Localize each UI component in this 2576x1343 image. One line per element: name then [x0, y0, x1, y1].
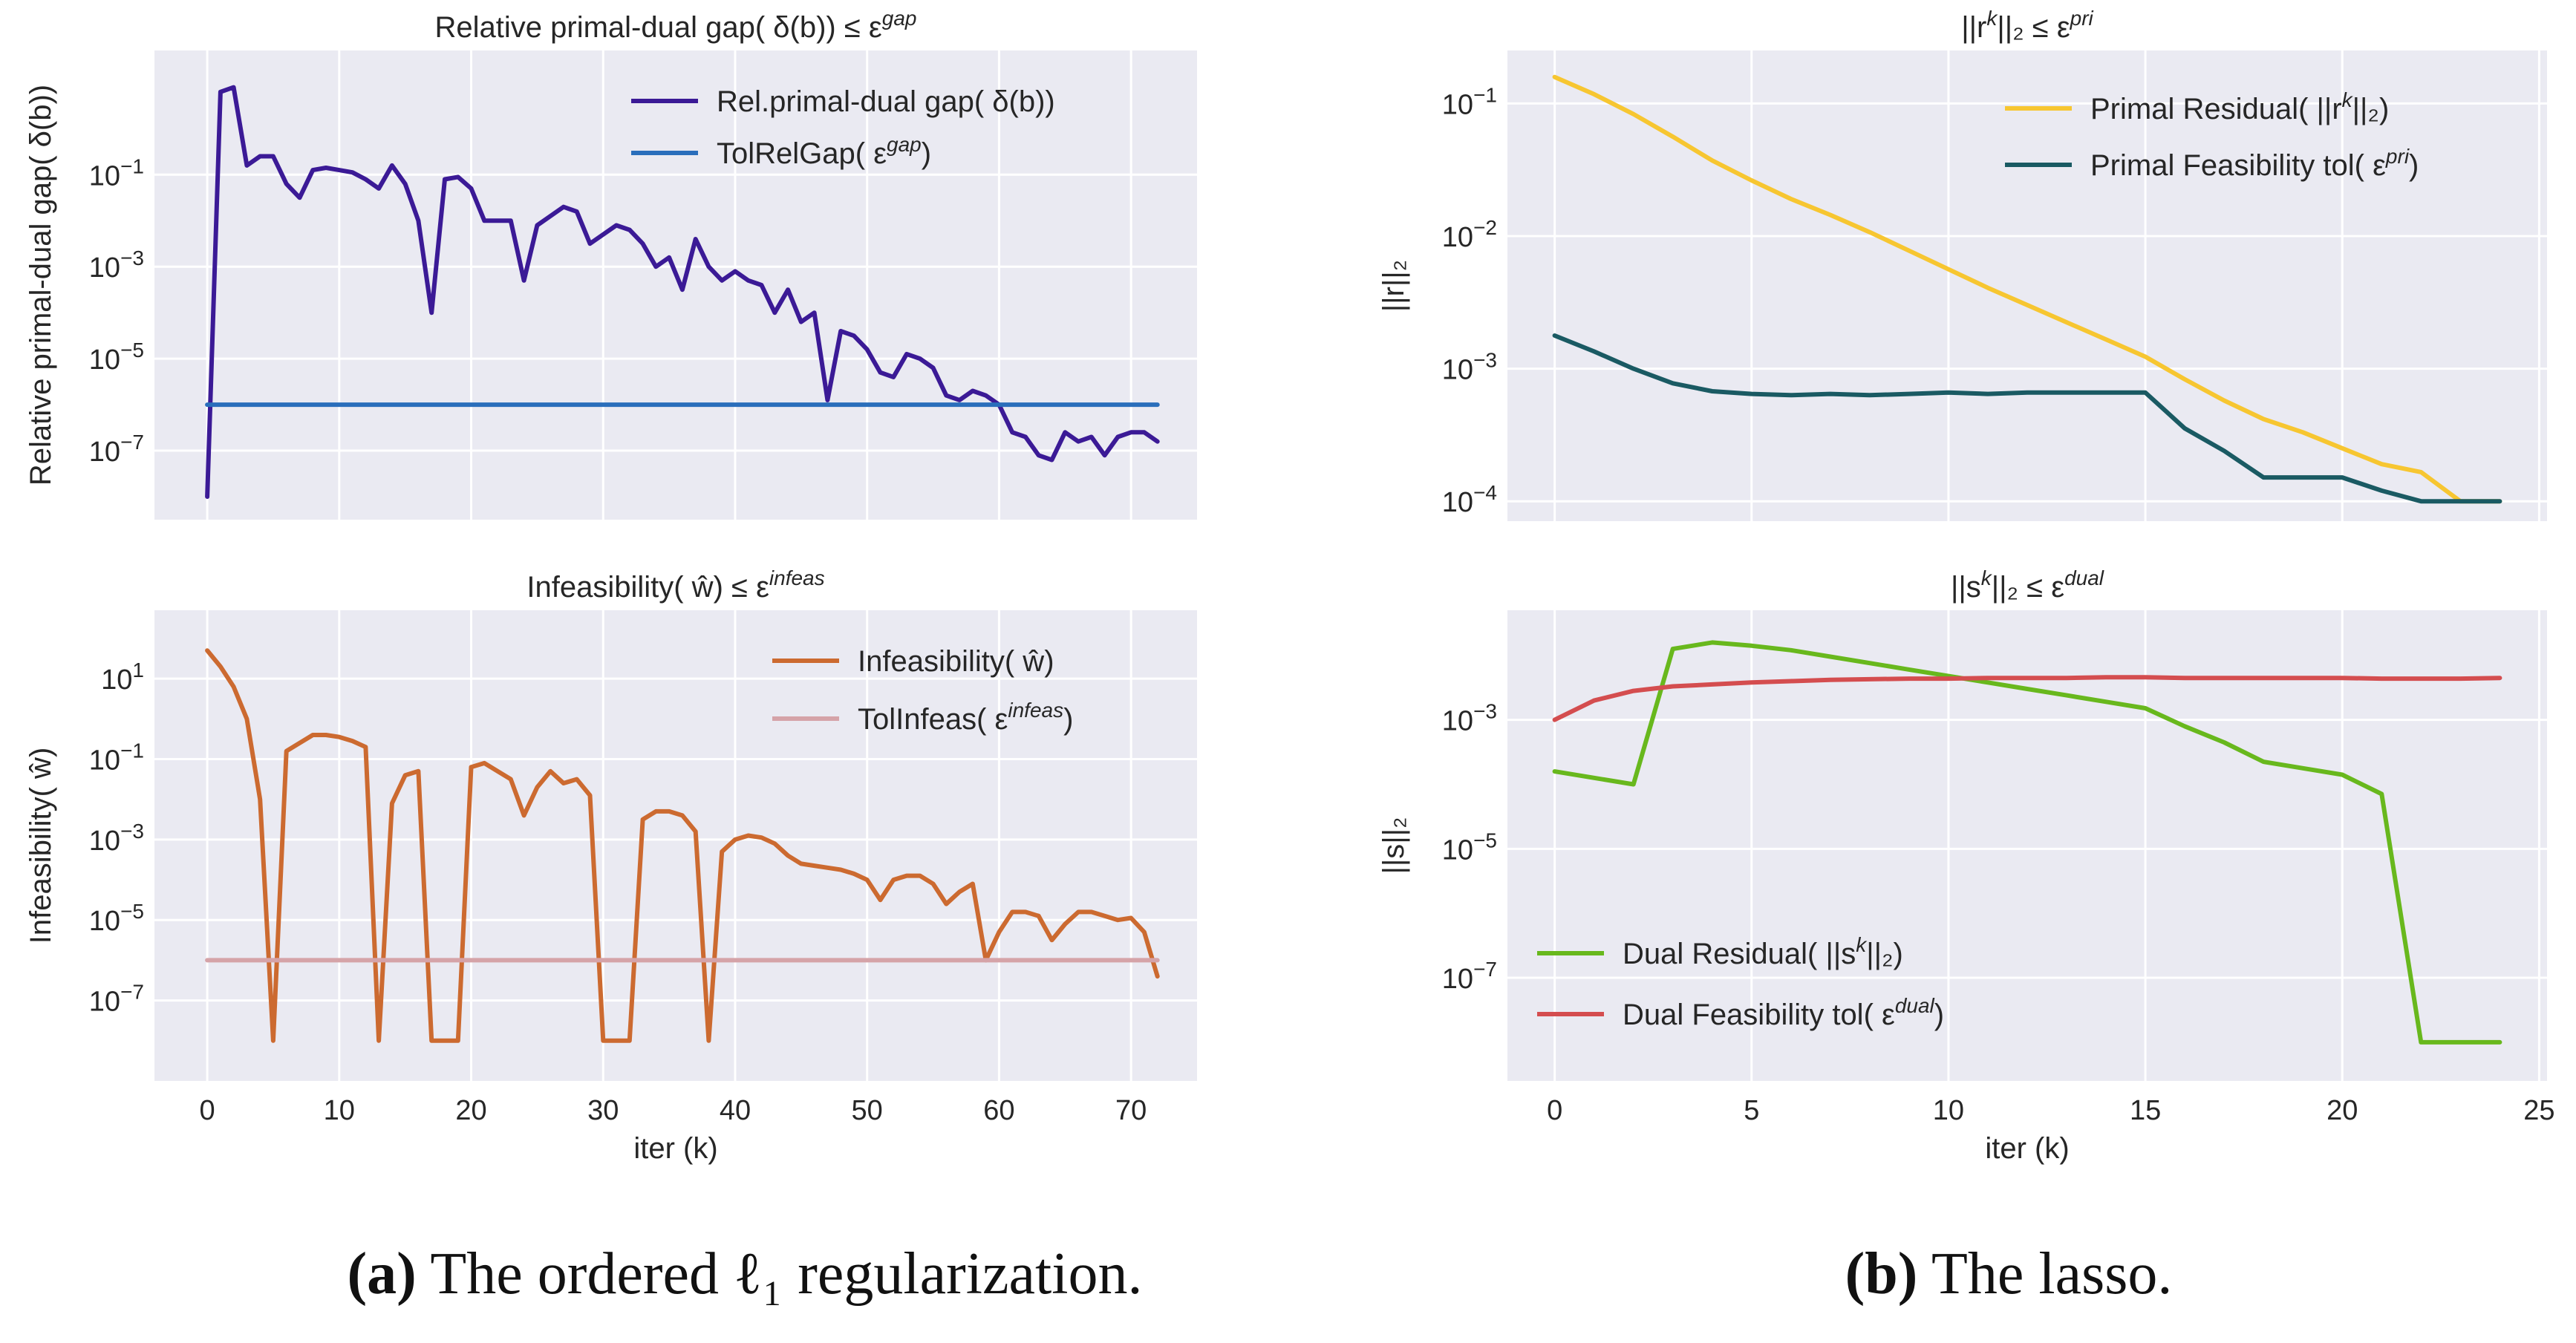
- y-tick-label: 10−7: [89, 431, 144, 468]
- y-tick-label: 10−5: [89, 339, 144, 376]
- x-tick-label: 60: [983, 1095, 1014, 1126]
- caption-b: (b) The lasso.: [1845, 1241, 2173, 1307]
- chart-title: Infeasibility( ŵ) ≤ εinfeas: [526, 566, 824, 604]
- series-line-1: [205, 648, 1160, 1043]
- x-tick-label: 70: [1115, 1095, 1147, 1126]
- caption-b-label: (b): [1845, 1241, 1918, 1307]
- plot-area: [154, 610, 1197, 1081]
- legend-label: TolRelGap( εgap): [717, 133, 931, 170]
- y-tick-label: 10−7: [89, 981, 144, 1018]
- caption-a-label: (a): [348, 1241, 417, 1307]
- chart-a-top: 10−7 10−5 10−3 10−1 Relative primal-dual gap…: [25, 7, 1197, 520]
- plot-area: [154, 50, 1197, 520]
- x-tick-label: 15: [2130, 1095, 2161, 1126]
- y-tick-label: 10−7: [1442, 958, 1497, 995]
- series-line-1: [1552, 74, 2502, 504]
- legend: Infeasibility( ŵ) TolInfeas( εinfeas): [772, 645, 1073, 736]
- chart-b-top: 10−4 10−3 10−2 10−1 ||rk||₂ ≤ εpri ||r||₂ Prim…: [1377, 7, 2547, 521]
- x-tick-label: 5: [1744, 1095, 1759, 1126]
- x-tick-label: 50: [852, 1095, 883, 1126]
- caption-a: (a) The ordered ℓ₁ regularization.: [348, 1241, 1143, 1307]
- y-tick-label: 10−3: [89, 246, 144, 284]
- x-tick-label: 20: [455, 1095, 486, 1126]
- x-tick-label: 25: [2523, 1095, 2554, 1126]
- chart-a-bottom: 0 10 20 30 40 50 60 70 10−7 10−5 10−3 10−1 101 Infeas…: [25, 566, 1197, 1165]
- legend: Dual Residual( ||sk||₂) Dual Feasibility …: [1537, 933, 1944, 1031]
- y-tick-label: 10−5: [1442, 829, 1497, 866]
- chart-title: ||sk||₂ ≤ εdual: [1951, 566, 2104, 604]
- chart-b-bottom: 0 5 10 15 20 25 10−7 10−5 10−3 ||sk||₂ ≤ εdual ||s…: [1377, 566, 2555, 1165]
- x-tick-label: 0: [200, 1095, 215, 1126]
- x-tick-label: 40: [720, 1095, 751, 1126]
- x-tick-label: 0: [1547, 1095, 1562, 1126]
- series-line-1: [1552, 640, 2502, 1045]
- y-tick-label: 10−3: [89, 820, 144, 857]
- y-axis-label: Infeasibility( ŵ): [25, 748, 57, 944]
- plot-area: [1507, 50, 2547, 521]
- plots-layer: 10−7 10−5 10−3 10−1 Relative primal-dual gap…: [25, 7, 2555, 1165]
- y-tick-label: 10−3: [1442, 700, 1497, 737]
- y-tick-label: 10−1: [89, 739, 144, 776]
- x-tick-label: 30: [587, 1095, 619, 1126]
- legend-label: TolInfeas( εinfeas): [858, 699, 1073, 736]
- y-tick-label: 10−4: [1442, 481, 1497, 518]
- chart-title: Relative primal-dual gap( δ(b)) ≤ εgap: [435, 7, 917, 44]
- legend-label: Primal Feasibility tol( εpri): [2090, 145, 2419, 182]
- x-tick-label: 10: [324, 1095, 355, 1126]
- legend-label: Dual Feasibility tol( εdual): [1623, 994, 1944, 1031]
- y-tick-label: 10−1: [1442, 83, 1497, 120]
- legend-label: Dual Residual( ||sk||₂): [1623, 933, 1903, 970]
- x-tick-label: 20: [2326, 1095, 2358, 1126]
- y-axis-label: ||r||₂: [1377, 260, 1410, 312]
- y-tick-label: 10−2: [1442, 216, 1497, 253]
- x-axis-label: iter (k): [1985, 1132, 2069, 1165]
- caption-a-text: The ordered ℓ₁ regularization.: [417, 1241, 1143, 1307]
- legend: Primal Residual( ||rk||₂) Primal Feasibil…: [2005, 88, 2419, 182]
- y-tick-label: 10−3: [1442, 349, 1497, 386]
- legend: Rel.primal-dual gap( δ(b)) TolRelGap( εga…: [631, 85, 1055, 170]
- series-line-2: [1552, 675, 2502, 722]
- series-line-2: [1552, 333, 2502, 504]
- x-axis-label: iter (k): [633, 1132, 717, 1165]
- caption-b-text: The lasso.: [1917, 1241, 2172, 1307]
- y-axis-label: Relative primal-dual gap( δ(b)): [25, 85, 57, 486]
- y-tick-label: 10−1: [89, 154, 144, 192]
- legend-label: Primal Residual( ||rk||₂): [2090, 88, 2389, 125]
- y-tick-label: 101: [101, 659, 144, 696]
- y-axis-label: ||s||₂: [1377, 817, 1410, 874]
- chart-title: ||rk||₂ ≤ εpri: [1961, 7, 2093, 44]
- x-tick-label: 10: [1933, 1095, 1964, 1126]
- legend-label: Infeasibility( ŵ): [858, 645, 1054, 678]
- legend-label: Rel.primal-dual gap( δ(b)): [717, 85, 1055, 118]
- y-tick-label: 10−5: [89, 900, 144, 937]
